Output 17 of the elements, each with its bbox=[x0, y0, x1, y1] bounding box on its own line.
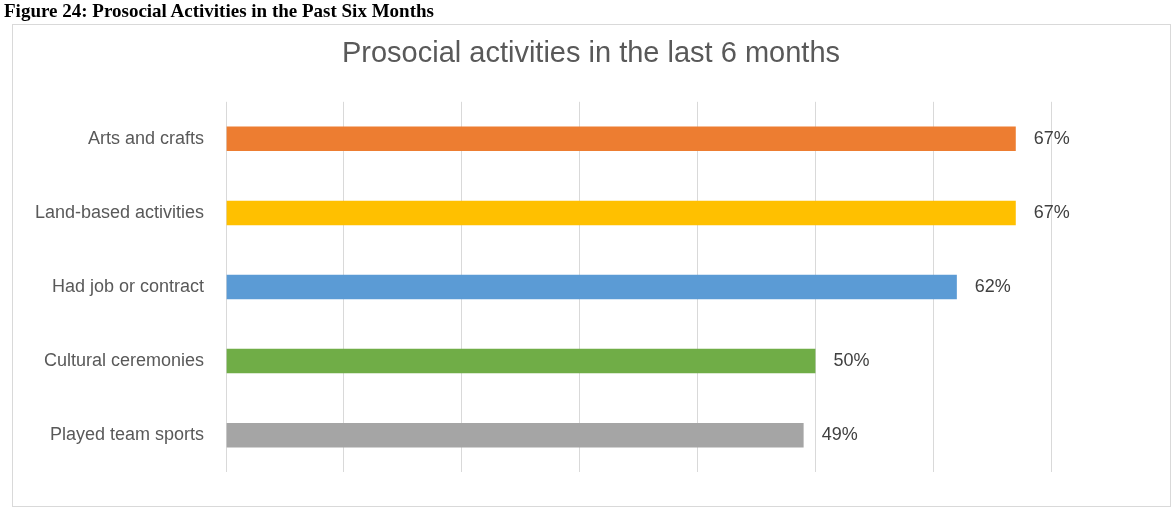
bar bbox=[226, 348, 816, 374]
bar bbox=[226, 200, 1016, 226]
y-tick-label: Had job or contract bbox=[52, 275, 205, 296]
bar bbox=[226, 126, 1016, 152]
data-label: 49% bbox=[821, 424, 858, 445]
data-label: 67% bbox=[1033, 201, 1070, 222]
chart-title: Prosocial activities in the last 6 months bbox=[341, 36, 841, 69]
data-label: 62% bbox=[974, 275, 1011, 296]
y-tick-label: Cultural ceremonies bbox=[44, 350, 205, 371]
bar bbox=[226, 422, 804, 448]
data-label: 67% bbox=[1033, 127, 1070, 148]
bar bbox=[226, 274, 957, 300]
y-tick-label: Arts and crafts bbox=[88, 127, 205, 148]
caption: Figure 24: Prosocial Activities in the Past Six Months bbox=[4, 0, 434, 22]
y-tick-label: Played team sports bbox=[50, 424, 205, 445]
y-tick-label: Land-based activities bbox=[34, 201, 205, 222]
data-label: 50% bbox=[833, 350, 870, 371]
